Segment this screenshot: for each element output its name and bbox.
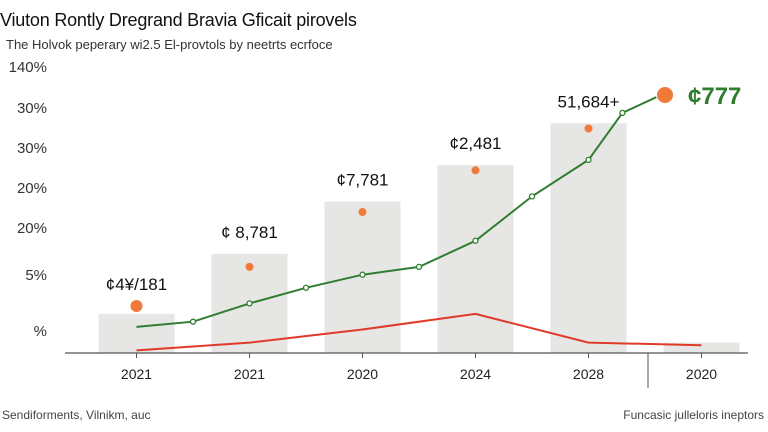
- y-tick-label: 5%: [25, 267, 47, 284]
- x-tick-label: 2020: [686, 366, 717, 382]
- value-dot: [358, 208, 367, 217]
- green-line-marker: [302, 284, 310, 291]
- y-tick-label: 20%: [17, 180, 47, 197]
- green-line-marker: [472, 237, 479, 244]
- bar: [437, 165, 514, 353]
- bar: [663, 342, 740, 353]
- end-value-label: ¢777: [688, 83, 741, 110]
- y-axis-ticks: 140% 30% 30% 20% 20% 5%%: [9, 59, 47, 340]
- x-axis: 2021 2021 2020 2024 2028 2020: [65, 352, 748, 388]
- x-tick-label: 2021: [121, 366, 152, 382]
- green-line-marker: [585, 156, 592, 164]
- x-tick-label: 2028: [573, 366, 604, 382]
- footer-source: Sendiforments, Vilnikm, auc: [2, 408, 151, 422]
- data-label: 51,684+: [558, 92, 620, 111]
- chart-subtitle: The Holvok peperary wi2.5 El-provtols by…: [6, 37, 333, 52]
- y-tick-label: 30%: [17, 140, 47, 157]
- chart-title: Viuton Rontly Dregrand Bravia Gficait pi…: [0, 10, 357, 30]
- data-label: ¢ 8,781: [221, 223, 278, 242]
- end-dot: [657, 87, 673, 103]
- data-label: ¢7,781: [337, 171, 389, 190]
- series-lines: [136, 96, 702, 352]
- bar: [98, 313, 175, 353]
- y-tick-label: 30%: [17, 100, 47, 117]
- green-line-marker: [619, 109, 626, 117]
- bars: [98, 123, 740, 353]
- data-label: ¢2,481: [450, 134, 502, 153]
- value-dot: [471, 166, 480, 175]
- x-tick-label: 2024: [460, 366, 491, 382]
- dots: [130, 124, 593, 313]
- end-marker: ¢777: [657, 83, 741, 110]
- footer-credit: Funcasic julleloris ineptors: [623, 408, 764, 422]
- y-tick-label: 140%: [9, 59, 47, 76]
- green-line-marker: [415, 263, 423, 271]
- value-dot: [584, 124, 593, 133]
- green-line-marker: [359, 271, 366, 278]
- data-label: ¢4¥/181: [106, 275, 167, 294]
- green-line-marker: [189, 318, 197, 325]
- x-tick-label: 2021: [234, 366, 265, 382]
- green-line-marker: [528, 193, 536, 200]
- value-dot: [130, 300, 143, 313]
- red-series-line: [136, 312, 702, 352]
- value-dot: [245, 262, 254, 271]
- data-labels: ¢4¥/181 ¢ 8,781 ¢7,781 ¢2,481 51,684+: [106, 92, 620, 294]
- x-tick-label: 2020: [347, 366, 378, 382]
- green-line-marker: [246, 300, 253, 307]
- y-tick-label: 20%: [17, 220, 47, 237]
- y-tick-label: %: [34, 323, 47, 340]
